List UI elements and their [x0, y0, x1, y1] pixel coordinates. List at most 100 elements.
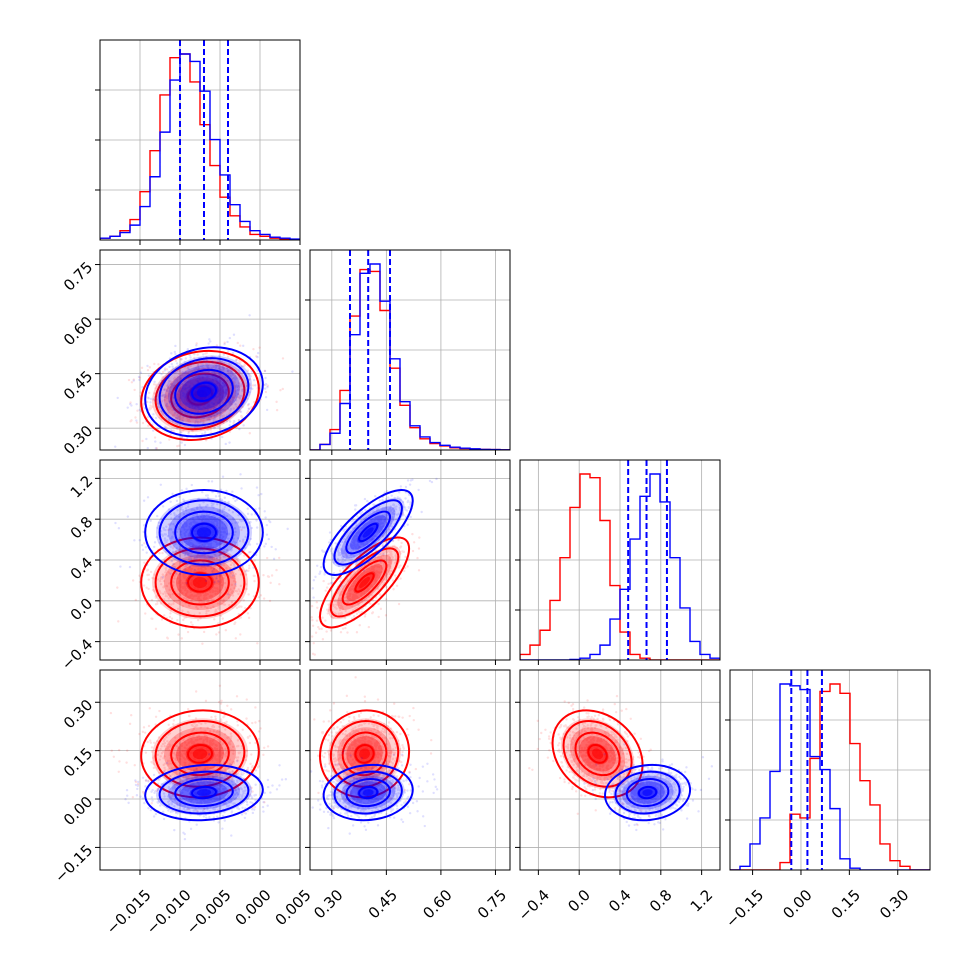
red-point	[179, 593, 182, 597]
blue-point	[404, 508, 407, 511]
red-point	[171, 414, 175, 417]
red-point	[162, 592, 165, 596]
blue-point	[161, 576, 165, 579]
blue-point	[208, 414, 211, 417]
y-tick-label: 0.8	[67, 513, 97, 543]
red-point	[301, 611, 303, 613]
blue-point	[180, 400, 183, 403]
blue-point	[225, 394, 228, 398]
red-point	[215, 413, 219, 417]
red-point	[218, 388, 222, 391]
blue-point	[188, 404, 191, 408]
red-point	[185, 568, 189, 572]
red-point	[216, 401, 220, 405]
red-point	[206, 582, 210, 585]
red-point	[184, 575, 187, 579]
red-point	[213, 567, 216, 570]
red-point	[199, 599, 203, 602]
red-point	[198, 600, 201, 603]
blue-point	[144, 546, 148, 549]
blue-point	[225, 524, 228, 527]
red-point	[166, 637, 170, 640]
red-point	[184, 579, 188, 582]
blue-point	[210, 405, 213, 409]
red-point	[215, 581, 219, 585]
red-point	[178, 572, 182, 575]
red-point	[199, 593, 202, 596]
red-point	[224, 409, 227, 412]
red-point	[168, 405, 171, 409]
red-point	[161, 370, 165, 374]
blue-point	[178, 573, 182, 576]
blue-point	[181, 419, 185, 423]
blue-point	[194, 406, 197, 409]
red-point	[156, 486, 158, 488]
blue-point	[264, 383, 267, 386]
blue-point	[221, 366, 225, 369]
red-point	[194, 690, 198, 693]
blue-point	[195, 522, 198, 525]
blue-point	[222, 361, 226, 365]
red-point	[235, 590, 239, 593]
blue-point	[182, 394, 185, 397]
blue-point	[219, 412, 223, 415]
blue-point	[252, 566, 255, 569]
red-point	[245, 698, 248, 701]
blue-point	[189, 384, 192, 388]
blue-point	[417, 488, 420, 492]
blue-point	[239, 519, 242, 522]
red-point	[187, 385, 191, 388]
blue-point	[204, 425, 207, 429]
red-point	[232, 380, 235, 383]
red-point	[219, 580, 223, 583]
red-point	[141, 439, 144, 443]
blue-point	[224, 375, 227, 379]
blue-point	[157, 402, 160, 405]
red-point	[237, 418, 241, 422]
red-point	[182, 597, 186, 600]
red-point	[231, 590, 234, 593]
red-point	[191, 407, 194, 410]
blue-point	[210, 501, 214, 505]
blue-point	[257, 386, 261, 390]
red-point	[200, 605, 203, 608]
red-point	[229, 567, 233, 570]
red-point	[230, 708, 233, 711]
red-point	[185, 569, 189, 573]
blue-point	[161, 379, 164, 383]
red-point	[179, 579, 182, 582]
red-point	[229, 563, 233, 567]
red-point	[185, 551, 188, 555]
blue-point	[204, 407, 207, 410]
red-point	[156, 402, 159, 405]
red-point	[179, 589, 183, 592]
red-point	[129, 420, 132, 423]
blue-point	[222, 367, 225, 371]
red-point	[228, 574, 231, 578]
blue-point	[169, 545, 173, 549]
blue-point	[192, 520, 195, 524]
red-point	[218, 366, 221, 370]
red-point	[169, 406, 173, 409]
blue-point	[226, 340, 229, 344]
blue-point	[186, 380, 189, 383]
blue-point	[359, 512, 363, 515]
blue-point	[188, 388, 191, 392]
red-point	[346, 631, 349, 634]
blue-point	[219, 402, 222, 405]
blue-point	[168, 400, 172, 404]
blue-point	[340, 583, 343, 587]
blue-point	[204, 372, 207, 376]
blue-point	[190, 428, 193, 432]
blue-point	[232, 563, 236, 566]
red-contour	[170, 559, 230, 606]
blue-point	[218, 384, 222, 387]
red-point	[217, 581, 221, 584]
red-point	[216, 587, 219, 590]
blue-point	[217, 529, 220, 532]
red-point	[212, 365, 215, 369]
red-point	[214, 609, 217, 612]
blue-point	[201, 554, 204, 557]
panel-0-0	[95, 39, 301, 245]
red-point	[203, 597, 207, 601]
